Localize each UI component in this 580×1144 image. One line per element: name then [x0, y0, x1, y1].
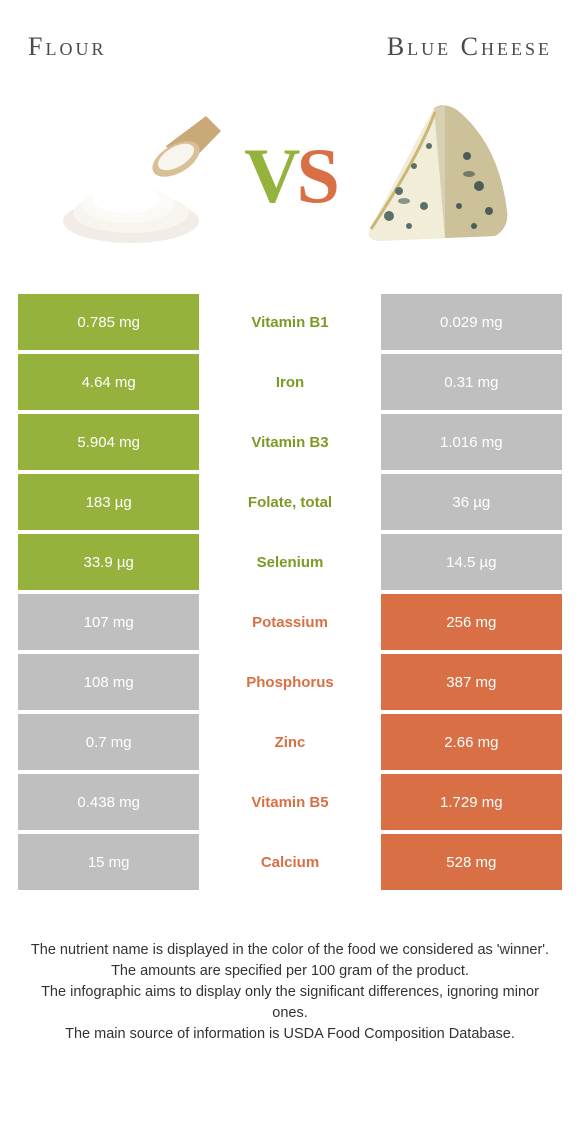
- table-row: 0.785 mgVitamin B10.029 mg: [18, 294, 562, 350]
- table-row: 0.438 mgVitamin B51.729 mg: [18, 774, 562, 830]
- hero-row: VS: [18, 86, 562, 266]
- nutrient-name: Zinc: [199, 714, 380, 770]
- right-value: 387 mg: [381, 654, 562, 710]
- table-row: 15 mgCalcium528 mg: [18, 834, 562, 890]
- note-line: The amounts are specified per 100 gram o…: [28, 961, 552, 982]
- right-value: 2.66 mg: [381, 714, 562, 770]
- right-value: 1.016 mg: [381, 414, 562, 470]
- table-row: 107 mgPotassium256 mg: [18, 594, 562, 650]
- right-value: 528 mg: [381, 834, 562, 890]
- right-value: 36 µg: [381, 474, 562, 530]
- left-value: 15 mg: [18, 834, 199, 890]
- left-value: 5.904 mg: [18, 414, 199, 470]
- nutrient-name: Vitamin B1: [199, 294, 380, 350]
- comparison-infographic: Flour Blue Cheese VS: [0, 0, 580, 1045]
- left-value: 108 mg: [18, 654, 199, 710]
- left-value: 0.785 mg: [18, 294, 199, 350]
- table-row: 0.7 mgZinc2.66 mg: [18, 714, 562, 770]
- right-value: 14.5 µg: [381, 534, 562, 590]
- nutrient-name: Calcium: [199, 834, 380, 890]
- nutrient-table: 0.785 mgVitamin B10.029 mg4.64 mgIron0.3…: [18, 294, 562, 890]
- left-value: 33.9 µg: [18, 534, 199, 590]
- left-value: 107 mg: [18, 594, 199, 650]
- left-value: 0.7 mg: [18, 714, 199, 770]
- nutrient-name: Potassium: [199, 594, 380, 650]
- note-line: The infographic aims to display only the…: [28, 982, 552, 1024]
- table-row: 183 µgFolate, total36 µg: [18, 474, 562, 530]
- left-value: 183 µg: [18, 474, 199, 530]
- right-value: 256 mg: [381, 594, 562, 650]
- right-value: 0.029 mg: [381, 294, 562, 350]
- vs-label: VS: [244, 131, 336, 221]
- table-row: 108 mgPhosphorus387 mg: [18, 654, 562, 710]
- nutrient-name: Selenium: [199, 534, 380, 590]
- blue-cheese-image: [344, 91, 524, 261]
- right-value: 0.31 mg: [381, 354, 562, 410]
- nutrient-name: Iron: [199, 354, 380, 410]
- table-row: 5.904 mgVitamin B31.016 mg: [18, 414, 562, 470]
- left-title: Flour: [28, 32, 106, 62]
- table-row: 33.9 µgSelenium14.5 µg: [18, 534, 562, 590]
- note-line: The nutrient name is displayed in the co…: [28, 940, 552, 961]
- nutrient-name: Phosphorus: [199, 654, 380, 710]
- right-value: 1.729 mg: [381, 774, 562, 830]
- nutrient-name: Vitamin B5: [199, 774, 380, 830]
- table-row: 4.64 mgIron0.31 mg: [18, 354, 562, 410]
- footnotes: The nutrient name is displayed in the co…: [18, 940, 562, 1045]
- nutrient-name: Vitamin B3: [199, 414, 380, 470]
- left-value: 0.438 mg: [18, 774, 199, 830]
- nutrient-name: Folate, total: [199, 474, 380, 530]
- right-title: Blue Cheese: [387, 32, 552, 62]
- titles-row: Flour Blue Cheese: [18, 20, 562, 86]
- flour-image: [56, 91, 236, 261]
- note-line: The main source of information is USDA F…: [28, 1024, 552, 1045]
- left-value: 4.64 mg: [18, 354, 199, 410]
